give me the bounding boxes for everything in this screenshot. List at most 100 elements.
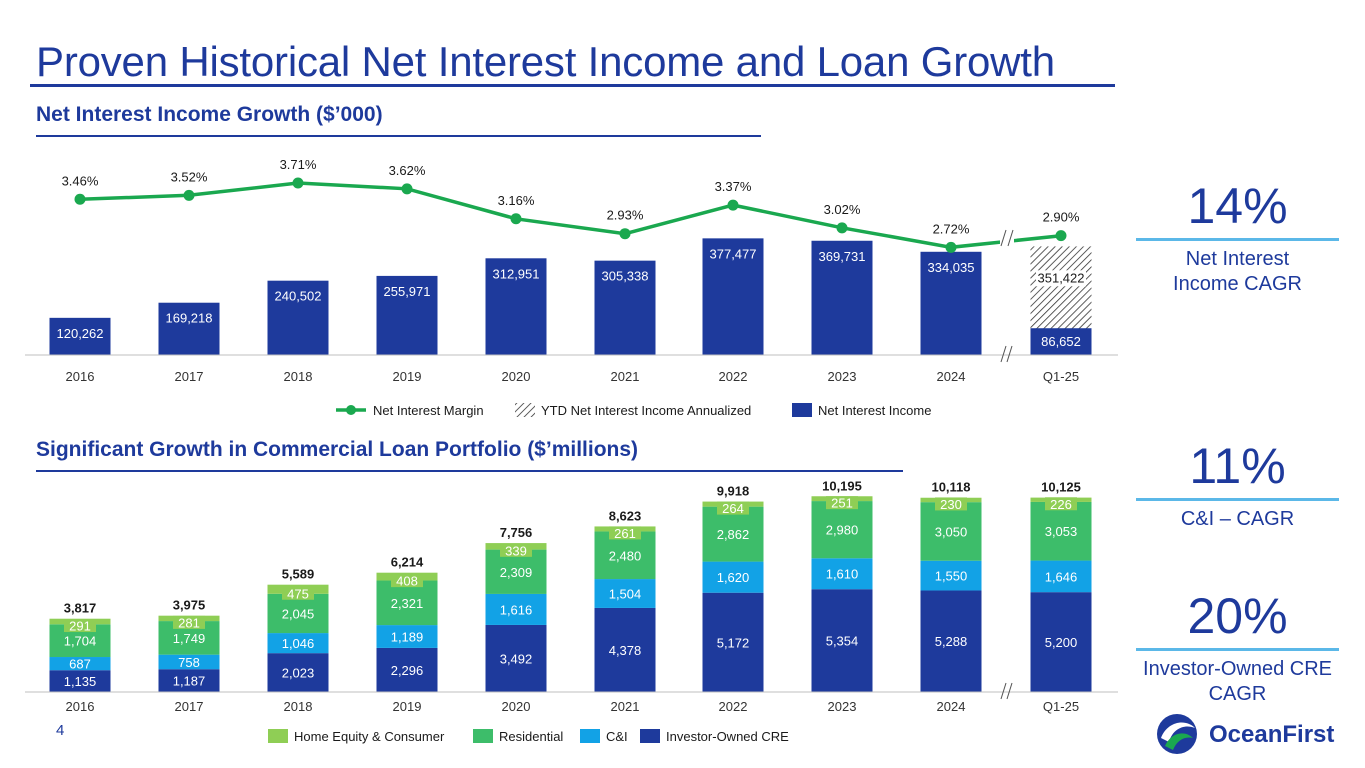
loan-segment-label: 4,378 <box>609 643 642 658</box>
kpi-value: 20% <box>1187 588 1288 644</box>
nii-tick-label: 2023 <box>828 369 857 384</box>
nim-line-gap <box>1000 228 1014 250</box>
legend-annualized-label: YTD Net Interest Income Annualized <box>541 403 751 418</box>
nii-tick-label: 2017 <box>175 369 204 384</box>
loan-total-label: 10,195 <box>822 478 862 493</box>
nii-tick-label: 2022 <box>719 369 748 384</box>
annualized-label-bg <box>1036 270 1086 287</box>
loan-bar-segment <box>594 607 656 692</box>
legend-annualized-swatch <box>515 403 535 417</box>
loan-legend-swatch <box>580 729 600 743</box>
loan-segment-label: 226 <box>1050 497 1072 512</box>
loan-axis-break <box>1006 682 1013 700</box>
loan-total-label: 3,975 <box>173 598 206 613</box>
loan-bar-segment <box>158 654 220 670</box>
loan-segment-label: 2,321 <box>391 596 424 611</box>
loan-segment-label: 1,646 <box>1045 569 1078 584</box>
loan-segment-label: 3,053 <box>1045 524 1078 539</box>
nim-point <box>74 193 86 205</box>
loan-tick-label: 2018 <box>284 699 313 714</box>
loan-bar-segment <box>485 593 547 625</box>
loan-tick-label: 2016 <box>66 699 95 714</box>
loan-legend-label: C&I <box>606 729 628 744</box>
nii-tick-label: 2016 <box>66 369 95 384</box>
nii-bar <box>702 238 764 355</box>
nim-label: 2.90% <box>1043 210 1080 225</box>
loan-segment-label: 1,610 <box>826 567 859 582</box>
nim-point <box>727 199 739 211</box>
nii-axis-break <box>1006 345 1013 363</box>
loan-segment-label: 408 <box>396 574 418 589</box>
nim-label: 3.37% <box>715 179 752 194</box>
loan-segment-label: 2,480 <box>609 548 642 563</box>
nii-title-rule <box>36 135 761 137</box>
loan-total-label: 10,118 <box>931 480 970 495</box>
nii-bar <box>376 275 438 355</box>
loan-segment-label: 1,620 <box>717 570 750 585</box>
loan-segment-label: 1,187 <box>173 674 206 689</box>
loan-bar-segment <box>920 560 982 591</box>
nim-label: 3.16% <box>498 193 535 208</box>
kpi-divider <box>1136 498 1339 501</box>
loan-legend-swatch <box>268 729 288 743</box>
nii-bar-label: 305,338 <box>602 269 649 284</box>
nii-tick-label: 2021 <box>611 369 640 384</box>
loan-bar-segment <box>920 590 982 692</box>
nii-axis-break <box>1000 345 1007 363</box>
nii-bar-label: 334,035 <box>928 260 975 275</box>
nii-bar <box>1030 328 1092 355</box>
loan-segment-label: 1,550 <box>935 569 968 584</box>
loan-bar-segment <box>811 558 873 590</box>
logo-wave-icon <box>1157 714 1197 754</box>
nii-bar <box>594 260 656 355</box>
loan-segment-label: 3,050 <box>935 524 968 539</box>
kpi-divider <box>1136 238 1339 241</box>
loan-segment-label: 5,200 <box>1045 635 1078 650</box>
loan-segment-label: 251 <box>831 496 853 511</box>
loan-tick-label: 2022 <box>719 699 748 714</box>
loan-segment-label: 291 <box>69 619 91 634</box>
nii-bar-label: 312,951 <box>493 266 540 281</box>
loan-segment-label: 339 <box>505 543 527 558</box>
loan-bar-segment <box>1030 501 1092 561</box>
loan-bar-segment <box>702 561 764 593</box>
nii-bar-label: 240,502 <box>275 289 322 304</box>
loan-label-bg <box>1045 497 1077 511</box>
legend-nim-swatch-dot <box>346 405 356 415</box>
nii-tick-label: 2019 <box>393 369 422 384</box>
loan-bar-segment <box>376 580 438 626</box>
loan-axis-break <box>1000 682 1007 700</box>
nii-bar <box>920 251 982 355</box>
nii-bar <box>49 317 111 355</box>
loan-bar-segment <box>267 633 329 654</box>
kpi-value: 14% <box>1187 178 1288 234</box>
legend-nim-label: Net Interest Margin <box>373 403 484 418</box>
nii-bar-label: 120,262 <box>57 326 104 341</box>
loan-legend-label: Investor-Owned CRE <box>666 729 789 744</box>
kpi-nii-cagr: 14% Net Interest Income CAGR <box>1120 180 1355 297</box>
loan-segment-label: 5,288 <box>935 634 968 649</box>
nim-point <box>836 222 848 234</box>
loan-bar-segment <box>376 647 438 692</box>
loan-label-bg <box>609 526 641 540</box>
loan-tick-label: 2017 <box>175 699 204 714</box>
loan-legend-swatch <box>473 729 493 743</box>
loan-bar-segment <box>1030 560 1092 593</box>
loan-label-bg <box>391 574 423 588</box>
nim-label: 3.71% <box>280 157 317 172</box>
loan-segment-label: 475 <box>287 586 309 601</box>
loan-bar-segment <box>702 506 764 562</box>
logo-wordmark: OceanFirst <box>1209 721 1335 748</box>
title-rule <box>30 84 1115 87</box>
nii-tick-label: 2018 <box>284 369 313 384</box>
loan-bar-segment <box>158 669 220 692</box>
kpi-label: Investor-Owned CRE CAGR <box>1143 658 1332 705</box>
loan-segment-label: 230 <box>940 497 962 512</box>
nii-bar <box>811 240 873 355</box>
loan-total-label: 5,589 <box>282 567 315 582</box>
loan-bar-segment <box>267 653 329 692</box>
page-title: Proven Historical Net Interest Income an… <box>36 38 1055 85</box>
loan-segment-label: 281 <box>178 615 200 630</box>
loan-bar-segment <box>485 624 547 692</box>
